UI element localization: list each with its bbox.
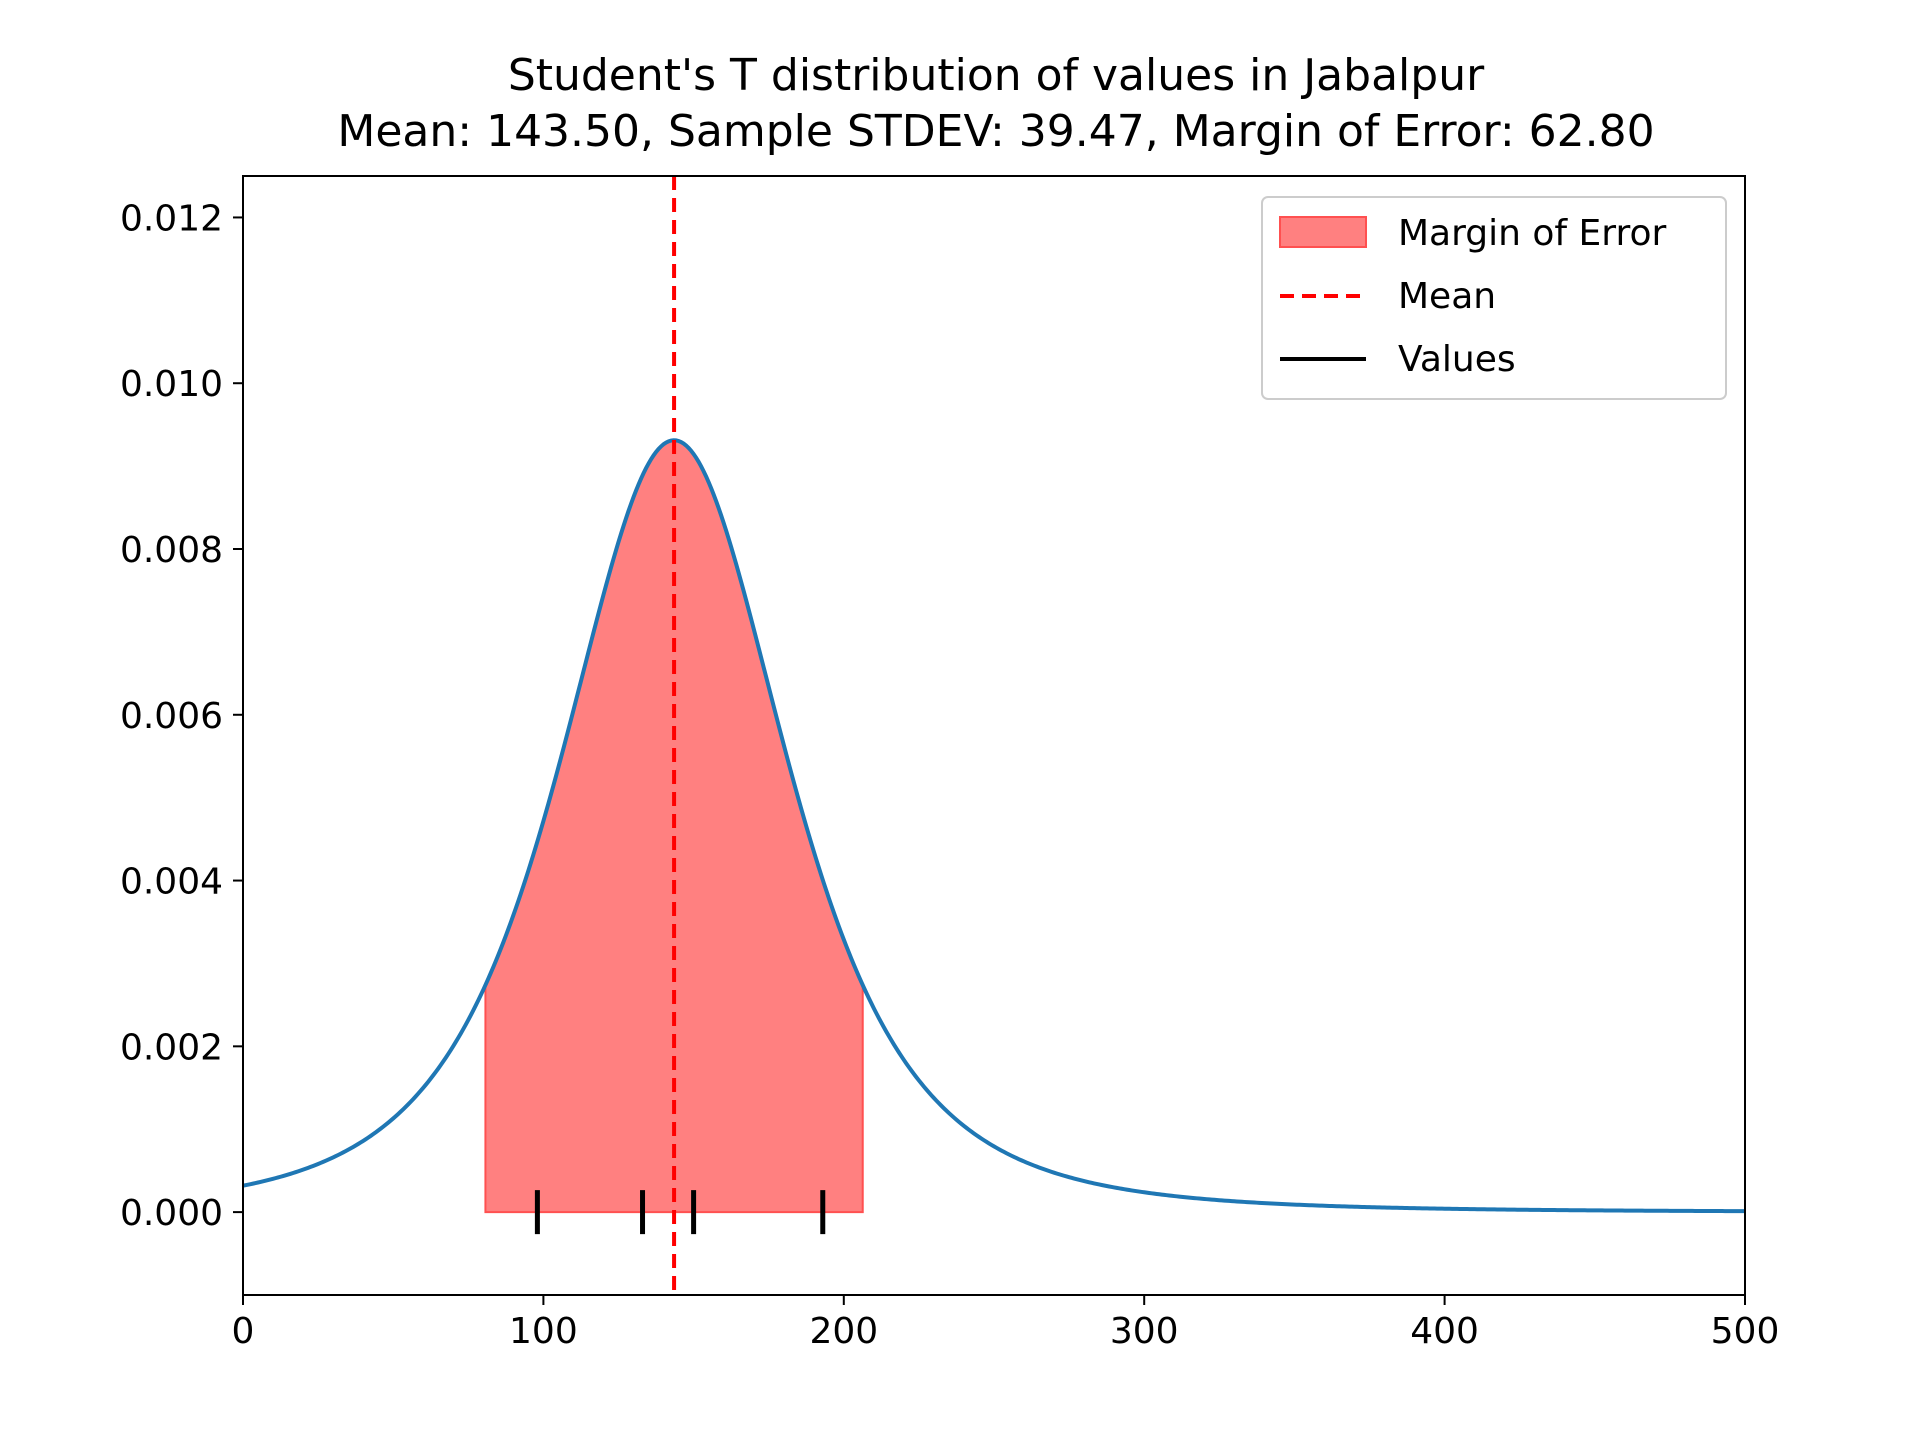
x-tick-label: 0: [232, 1311, 255, 1352]
chart-subtitle: Mean: 143.50, Sample STDEV: 39.47, Margi…: [337, 106, 1654, 157]
x-tick-label: 300: [1110, 1311, 1179, 1352]
legend-label-mean: Mean: [1398, 276, 1496, 317]
y-tick-label: 0.000: [120, 1193, 223, 1234]
y-tick-label: 0.010: [120, 364, 223, 405]
chart-title: Student's T distribution of values in Ja…: [508, 50, 1485, 101]
x-tick-label: 200: [809, 1311, 878, 1352]
value-markers: [534, 1190, 826, 1235]
y-tick-label: 0.004: [120, 862, 223, 903]
y-tick-label: 0.006: [120, 696, 223, 737]
legend-swatch-margin-of-error: [1279, 216, 1367, 248]
y-axis: 0.000 0.002 0.004 0.006 0.008 0.010 0.012: [120, 198, 243, 1234]
legend-box: [1261, 196, 1727, 400]
plot-area: [243, 176, 1745, 1295]
x-axis: 0 100 200 300 400 500: [232, 1295, 1780, 1352]
legend-label-values: Values: [1398, 339, 1516, 380]
y-tick-label: 0.002: [120, 1027, 223, 1068]
x-tick-label: 400: [1410, 1311, 1479, 1352]
distribution-curve: [243, 438, 1745, 1214]
x-tick-label: 100: [509, 1311, 578, 1352]
x-tick-label: 500: [1711, 1311, 1780, 1352]
y-tick-label: 0.012: [120, 198, 223, 239]
axes-frame: [242, 175, 1746, 1296]
legend-label-margin-of-error: Margin of Error: [1398, 213, 1666, 254]
legend: Margin of Error Mean Values: [1261, 196, 1727, 400]
y-tick-label: 0.008: [120, 530, 223, 571]
